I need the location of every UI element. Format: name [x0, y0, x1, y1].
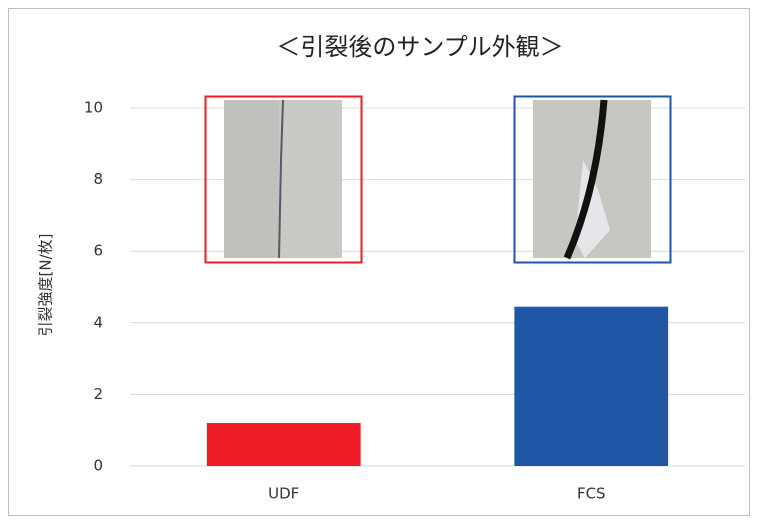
photo-udf: [206, 97, 362, 263]
x-tick-label: FCS: [577, 485, 606, 503]
y-tick-label: 2: [93, 385, 103, 403]
y-tick-label: 8: [93, 170, 103, 188]
photo-fcs: [515, 97, 671, 263]
y-tick-label: 6: [93, 242, 103, 260]
y-tick-label: 0: [93, 457, 103, 475]
y-tick-label: 4: [93, 313, 103, 331]
y-axis-label: 引裂強度[N/枚]: [37, 234, 55, 337]
x-tick-label: UDF: [268, 485, 299, 503]
bar: [207, 423, 361, 466]
y-tick-label: 10: [84, 99, 103, 117]
chart-title: ＜引裂後のサンプル外観＞: [276, 33, 563, 61]
page: ＜引裂後のサンプル外観＞ 引裂強度[N/枚] 0246810UDFFCS (()…: [0, 0, 759, 524]
chart: ＜引裂後のサンプル外観＞ 引裂強度[N/枚] 0 2 4 6 8 10 UDF FCS: [0, 0, 759, 524]
bar: [514, 307, 668, 466]
